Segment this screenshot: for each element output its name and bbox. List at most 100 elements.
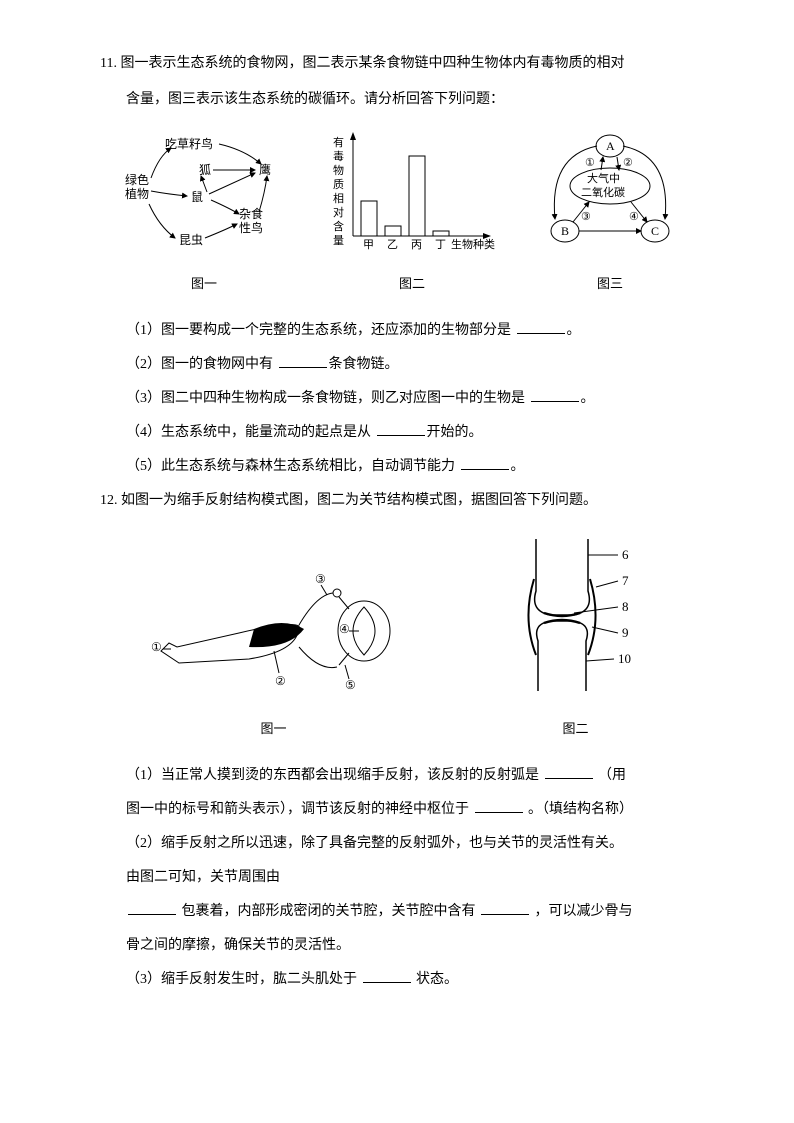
q12-figure-row: ① ② ③ ④ ⑤ 图一 6	[100, 531, 704, 742]
lead	[345, 665, 349, 679]
bar-ding	[433, 231, 449, 236]
q12-s3: （3）缩手反射发生时，肱二头肌处于 状态。	[100, 966, 704, 994]
label-plant: 绿色	[125, 172, 149, 187]
efferent	[299, 647, 337, 668]
q12-s2b: 由图二可知，关节周围由	[100, 864, 704, 892]
t: 包裹着，内部形成密闭的关节腔，关节腔中含有	[178, 904, 479, 919]
q12-fig1: ① ② ③ ④ ⑤ 图一	[149, 551, 399, 742]
edge-label: ④	[629, 211, 639, 223]
label-b: B	[561, 224, 569, 238]
lower-bone	[536, 621, 587, 691]
capsule-r	[588, 579, 596, 655]
q11-fig3: A 大气中 二氧化碳 B C ① ② ③ ④ 图三	[535, 126, 685, 297]
q11-fig2: 有 毒 物 质 相 对 含 量 甲 乙 丙 丁 生物种类 图二	[327, 126, 497, 297]
q12-number: 12.	[100, 493, 118, 508]
label-omni1: 杂食	[239, 206, 263, 221]
q12-fig1-caption: 图一	[149, 716, 399, 742]
q12-intro: 如图一为缩手反射结构模式图，图二为关节结构模式图，据图回答下列问题。	[121, 493, 597, 508]
label-a: A	[606, 139, 615, 153]
q11-s3: （3）图二中四种生物构成一条食物链，则乙对应图一中的生物是 。	[100, 385, 704, 413]
lbl6: 6	[622, 547, 629, 562]
ylabel-4: 质	[333, 178, 344, 191]
ylabel-8: 量	[333, 234, 344, 247]
t: （3）图二中四种生物构成一条食物链，则乙对应图一中的生物是	[126, 391, 529, 406]
label-omni2: 性鸟	[239, 220, 263, 235]
edge	[209, 173, 255, 194]
q12-s2c: 包裹着，内部形成密闭的关节腔，关节腔中含有 ，可以减少骨与	[100, 898, 704, 926]
bar-yi	[385, 226, 401, 236]
joint-svg: 6 7 8 9 10	[496, 531, 656, 701]
lead	[321, 585, 327, 595]
xtick: 甲	[363, 239, 374, 251]
lbl5: ⑤	[345, 678, 356, 692]
t: 。（填结构名称）	[525, 802, 634, 817]
xtick: 丁	[435, 239, 446, 251]
blank[interactable]	[517, 319, 565, 334]
upper-bone	[534, 539, 589, 615]
ylabel-3: 物	[333, 163, 344, 177]
edge-label: ①	[585, 157, 595, 169]
lbl7: 7	[622, 573, 629, 588]
edge	[211, 200, 239, 214]
q11-s1: （1）图一要构成一个完整的生态系统，还应添加的生物部分是 。	[100, 317, 704, 345]
t: （4）生态系统中，能量流动的起点是从	[126, 425, 375, 440]
label-insect: 昆虫	[179, 233, 203, 247]
label-mouse: 鼠	[191, 190, 203, 204]
lbl9: 9	[622, 625, 629, 640]
blank[interactable]	[475, 798, 523, 813]
xtick: 丙	[411, 239, 422, 251]
q11-s4: （4）生态系统中，能量流动的起点是从 开始的。	[100, 419, 704, 447]
edge-label: ③	[581, 211, 591, 223]
label-fox: 狐	[199, 163, 211, 177]
blank[interactable]	[461, 455, 509, 470]
nerve-in	[339, 597, 349, 609]
lbl1: ①	[151, 640, 162, 654]
q11-line1: 11. 图一表示生态系统的食物网，图二表示某条食物链中四种生物体内有毒物质的相对	[100, 50, 704, 78]
lead	[274, 651, 279, 673]
muscle	[249, 623, 304, 647]
label-plant2: 植物	[125, 186, 149, 201]
label-eagle: 鹰	[259, 162, 271, 177]
blank[interactable]	[531, 387, 579, 402]
lbl3: ③	[315, 572, 326, 586]
blank[interactable]	[545, 764, 593, 779]
edge	[151, 148, 171, 178]
ylabel-1: 有	[333, 135, 344, 149]
q12-line1: 12. 如图一为缩手反射结构模式图，图二为关节结构模式图，据图回答下列问题。	[100, 487, 704, 515]
t: 开始的。	[427, 425, 483, 440]
edge	[149, 204, 175, 238]
q12-s2e: 骨之间的摩擦，确保关节的灵活性。	[100, 932, 704, 960]
q12-s1c: 图一中的标号和箭头表示），调节该反射的神经中枢位于 。（填结构名称）	[100, 796, 704, 824]
lbl10: 10	[618, 651, 631, 666]
t: （用	[595, 768, 627, 783]
blank[interactable]	[481, 900, 529, 915]
ganglion	[333, 589, 341, 597]
t: 图一中的标号和箭头表示），调节该反射的神经中枢位于	[126, 802, 473, 817]
lbl4: ④	[339, 622, 350, 636]
q11-figure-row: 绿色 植物 吃草籽鸟 狐 鼠 鹰 杂食 性鸟 昆虫 图一 有 毒	[100, 126, 704, 297]
t: 状态。	[413, 972, 459, 987]
t: ，可以减少骨与	[531, 904, 633, 919]
t: 条食物链。	[329, 357, 399, 372]
blank[interactable]	[279, 353, 327, 368]
capsule-l	[528, 579, 536, 655]
blank[interactable]	[377, 421, 425, 436]
q11-fig1-caption: 图一	[119, 271, 289, 297]
ylabel-2: 毒	[333, 150, 344, 163]
ylabel-6: 对	[333, 205, 344, 219]
center1: 大气中	[587, 171, 620, 185]
carbon-cycle-svg: A 大气中 二氧化碳 B C ① ② ③ ④	[535, 126, 685, 256]
q12-fig2-caption: 图二	[496, 716, 656, 742]
ylabel-7: 含	[333, 219, 344, 233]
q11-fig2-caption: 图二	[327, 271, 497, 297]
nerve-out	[339, 653, 349, 665]
t: （1）当正常人摸到烫的东西都会出现缩手反射，该反射的反射弧是	[126, 768, 543, 783]
blank[interactable]	[363, 968, 411, 983]
afferent	[299, 593, 337, 625]
t: （2）图一的食物网中有	[126, 357, 277, 372]
blank[interactable]	[128, 900, 176, 915]
lead	[586, 659, 614, 661]
y-arrow	[350, 132, 356, 140]
q11-s2: （2）图一的食物网中有 条食物链。	[100, 351, 704, 379]
reflex-arc-svg: ① ② ③ ④ ⑤	[149, 551, 399, 701]
